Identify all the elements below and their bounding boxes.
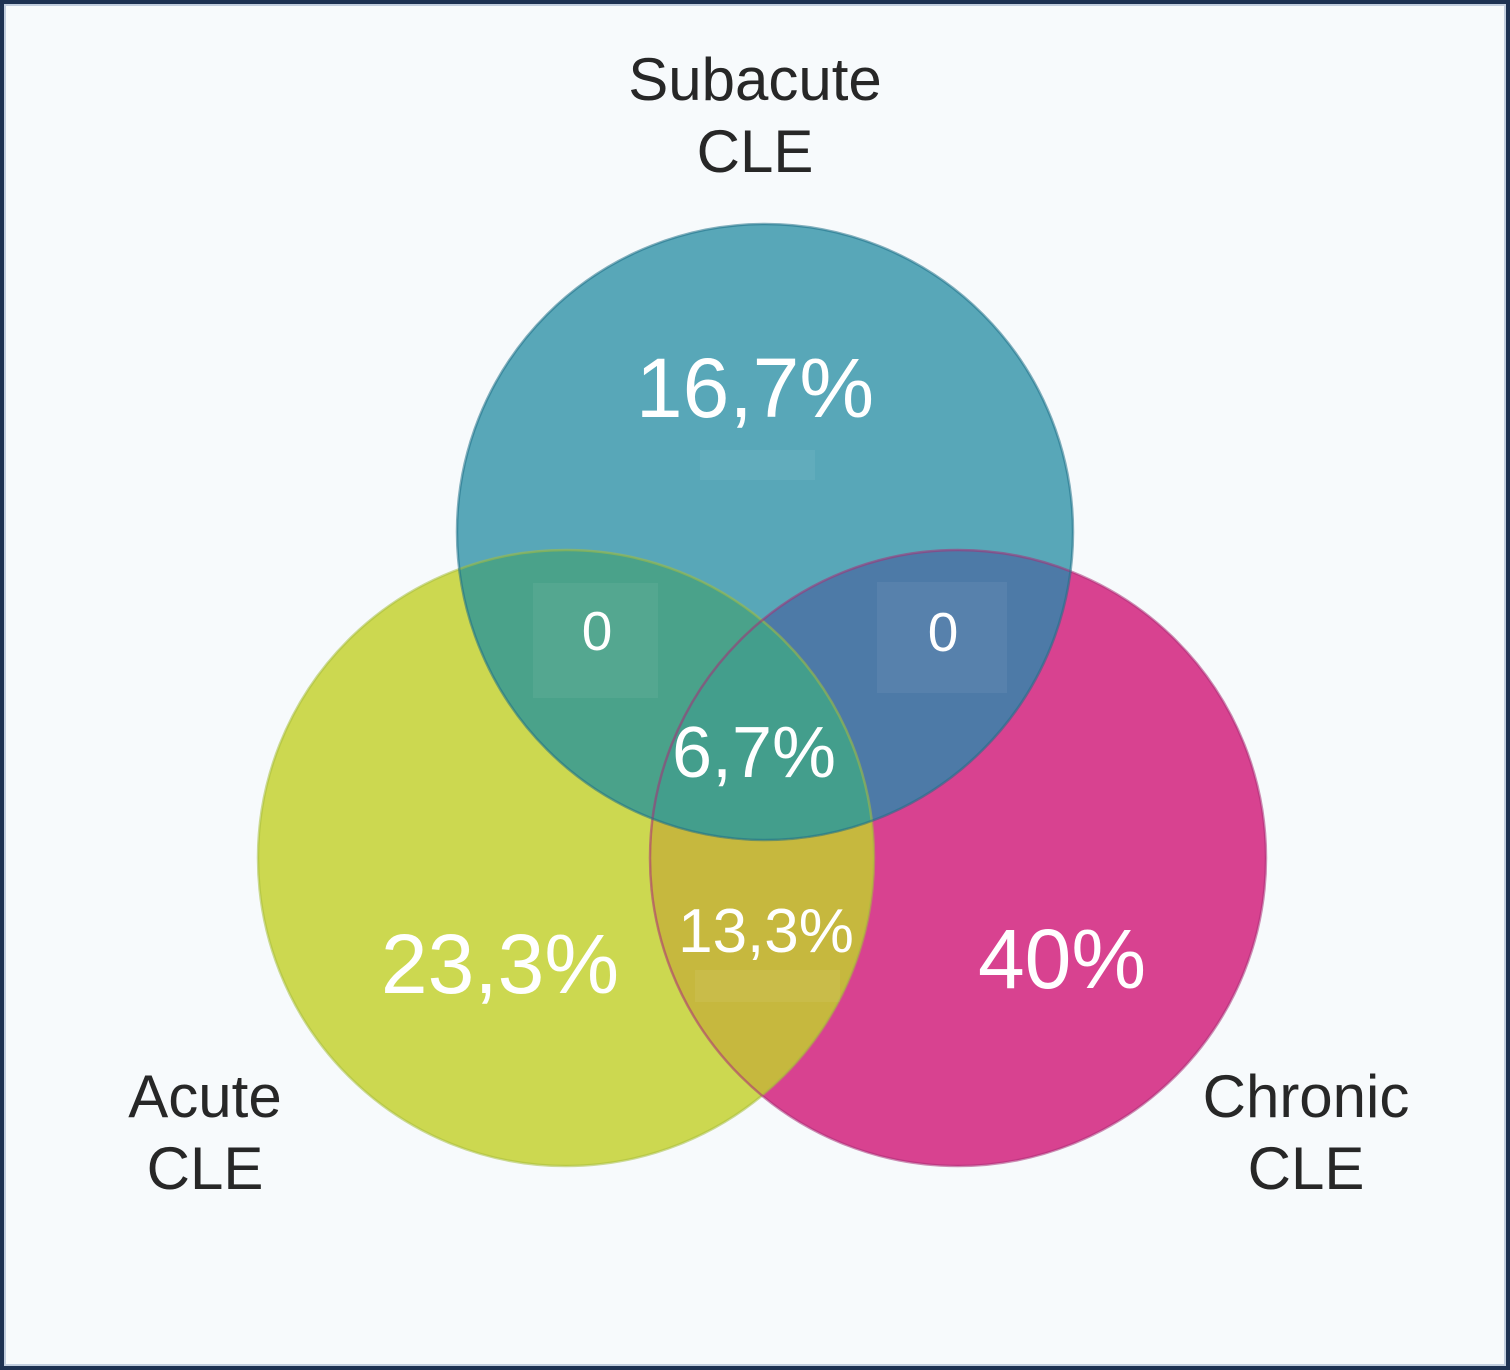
acute-label-line1: Acute <box>128 1063 281 1130</box>
highlight-artifact <box>695 970 840 1002</box>
overlap-triple-inner <box>650 550 874 840</box>
subacute-only-value: 16,7% <box>636 341 874 435</box>
subacute-label-line1: Subacute <box>628 46 882 113</box>
subacute-circle-edge <box>455 222 1075 842</box>
chronic-label-line1: Chronic <box>1203 1063 1410 1130</box>
acute-only-value: 23,3% <box>381 917 619 1011</box>
subacute-acute-overlap-value: 0 <box>582 600 613 662</box>
chronic-label-line2: CLE <box>1248 1135 1365 1202</box>
chronic-circle-edge <box>648 548 1268 1168</box>
acute-circle-edge <box>256 548 876 1168</box>
acute-chronic-overlap-value: 13,3% <box>678 897 854 966</box>
overlap-triple-fill <box>650 550 874 840</box>
highlight-artifact <box>877 582 1007 693</box>
subacute-label-line2: CLE <box>697 118 814 185</box>
subacute-chronic-overlap-value: 0 <box>928 601 959 663</box>
chronic-only-value: 40% <box>978 912 1146 1006</box>
highlight-artifact <box>700 450 815 480</box>
acute-label-line2: CLE <box>147 1135 264 1202</box>
overlap-triple-outer <box>650 550 874 840</box>
highlight-artifact <box>533 583 658 698</box>
triple-overlap-value: 6,7% <box>672 713 836 793</box>
